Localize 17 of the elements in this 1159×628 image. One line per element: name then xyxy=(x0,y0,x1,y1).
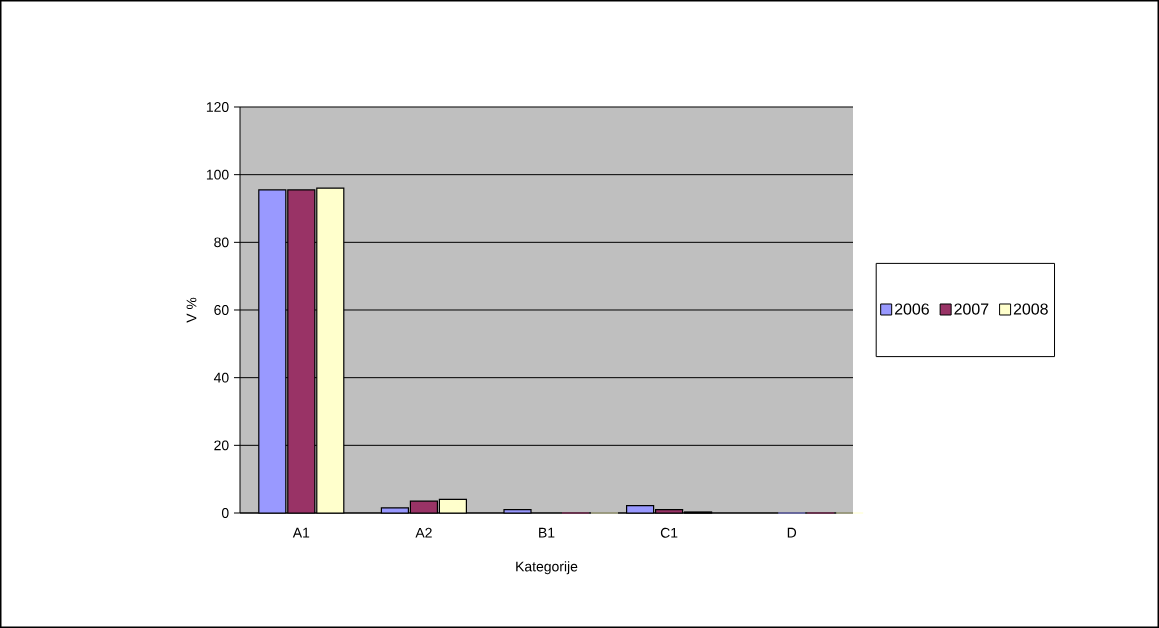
x-tick-label: A2 xyxy=(415,527,432,538)
x-tick-label: B1 xyxy=(539,527,555,538)
y-tick-label: 20 xyxy=(214,440,229,451)
y-tick-label: 100 xyxy=(206,169,229,180)
y-tick-label: 80 xyxy=(214,237,229,248)
y-tick-label: 120 xyxy=(206,102,229,112)
legend-label: 2008 xyxy=(1013,303,1048,315)
x-tick-label: C1 xyxy=(660,527,678,538)
y-axis-title: V % xyxy=(186,297,197,323)
x-tick-label: D xyxy=(787,527,797,538)
x-axis-title: Kategorije xyxy=(516,561,578,575)
x-tick-label: A1 xyxy=(292,527,310,538)
y-tick-label: 40 xyxy=(213,372,229,383)
legend-label: 2007 xyxy=(954,303,989,315)
y-tick-label: 0 xyxy=(221,508,229,518)
legend-label: 2006 xyxy=(894,303,929,315)
y-tick-label: 60 xyxy=(214,305,229,315)
